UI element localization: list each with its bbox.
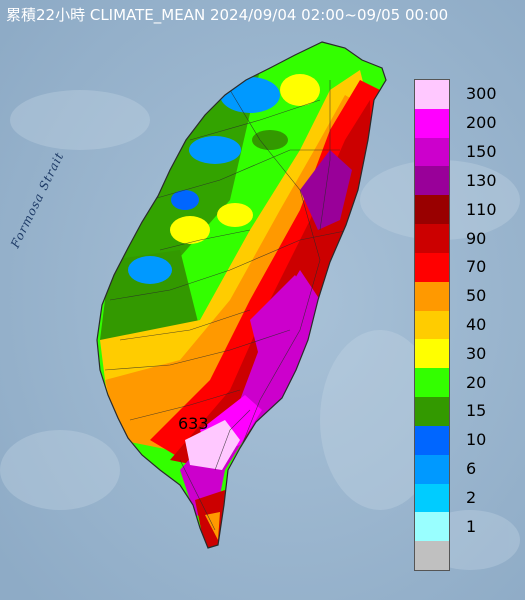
legend-label: 150	[466, 142, 497, 162]
legend-label: 70	[466, 257, 487, 277]
legend-swatch	[415, 454, 449, 484]
max-value-label: 633	[178, 414, 209, 433]
legend-label: 90	[466, 228, 487, 248]
legend-swatch	[415, 310, 449, 340]
legend-label: 20	[466, 372, 487, 392]
legend-swatch	[415, 512, 449, 542]
legend-label: 40	[466, 315, 487, 334]
color-legend	[414, 79, 450, 571]
legend-swatch	[415, 281, 449, 311]
coastline	[96, 41, 387, 549]
legend-swatch	[415, 397, 449, 426]
legend-swatch	[415, 137, 449, 167]
legend-label: 2	[466, 487, 477, 507]
legend-swatch	[415, 425, 449, 455]
legend-label: 200	[466, 113, 497, 133]
legend-label: 10	[466, 430, 487, 450]
legend-swatch	[415, 541, 449, 570]
legend-label: 300	[466, 84, 497, 104]
legend-swatch	[415, 224, 449, 253]
legend-swatch	[415, 483, 449, 513]
district-boundaries	[104, 80, 351, 531]
legend-label: 130	[466, 170, 497, 190]
legend-swatch	[415, 80, 449, 109]
legend-swatch	[415, 339, 449, 369]
legend-swatch	[415, 195, 449, 225]
legend-swatch	[415, 166, 449, 196]
legend-label: 15	[466, 401, 487, 421]
legend-swatch	[415, 368, 449, 398]
legend-label: 110	[466, 199, 497, 219]
legend-label: 30	[466, 343, 487, 363]
legend-swatch	[415, 252, 449, 282]
legend-label: 50	[466, 286, 487, 306]
legend-label: 6	[466, 459, 477, 479]
map-title: 累積22小時 CLIMATE_MEAN 2024/09/04 02:00~09/…	[6, 6, 449, 24]
legend-swatch	[415, 108, 449, 138]
legend-label: 1	[466, 516, 477, 536]
